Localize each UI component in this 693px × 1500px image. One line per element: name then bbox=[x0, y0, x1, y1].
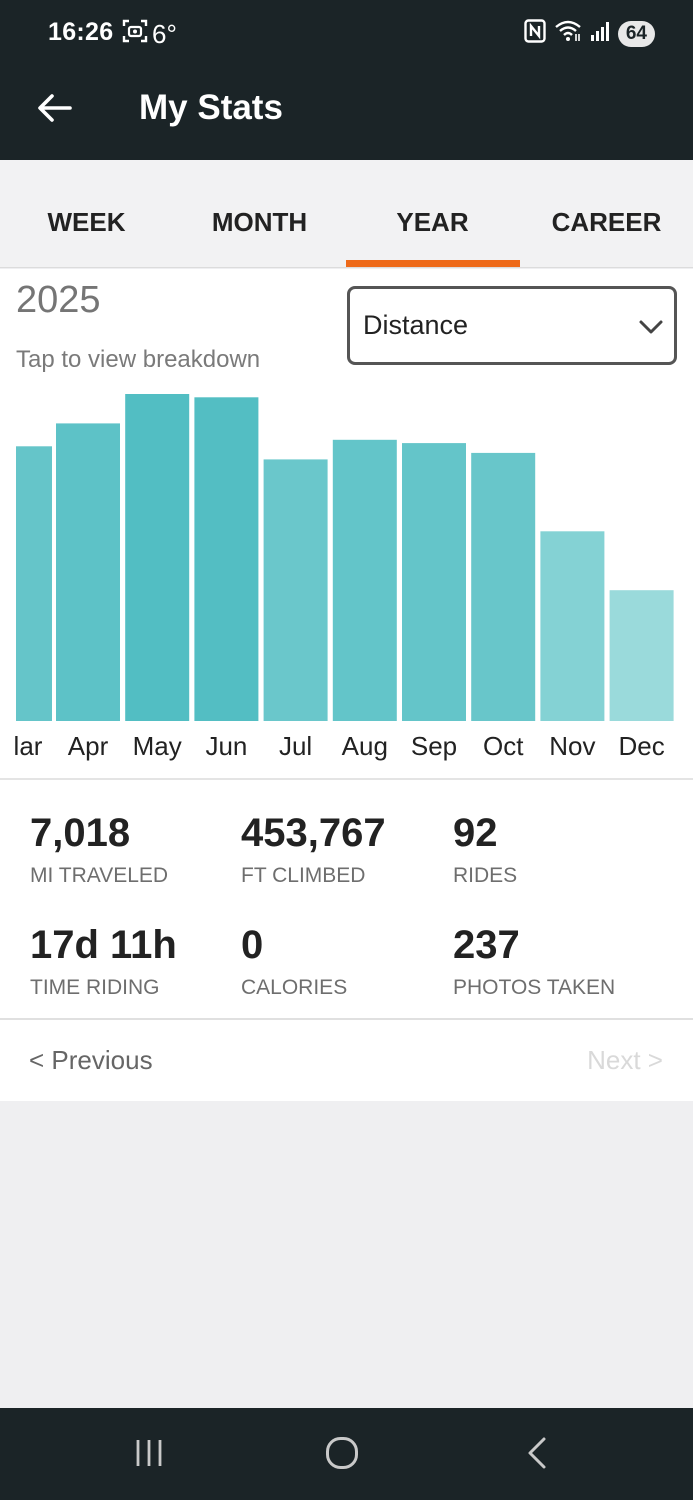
recent-apps-button[interactable] bbox=[119, 1430, 179, 1480]
stat-label: TIME RIDING bbox=[30, 976, 160, 999]
system-nav-bar bbox=[0, 1408, 693, 1500]
back-nav-icon bbox=[525, 1436, 549, 1475]
period-tabs: WEEK MONTH YEAR CAREER bbox=[0, 160, 693, 268]
stat-label: PHOTOS TAKEN bbox=[453, 976, 616, 999]
bar-mar[interactable] bbox=[16, 446, 52, 721]
divider bbox=[0, 1018, 693, 1020]
stat-elevation: 453,767 FT CLIMBED bbox=[241, 810, 386, 888]
tab-year[interactable]: YEAR bbox=[396, 206, 469, 237]
bar-dec[interactable] bbox=[609, 590, 674, 721]
stat-time-riding: 17d 11h TIME RIDING bbox=[30, 922, 177, 1000]
chart-panel: lar Apr May Jun Jul Aug Sep Oct Nov Dec 2025 Tap … bbox=[0, 269, 693, 778]
divider bbox=[0, 778, 693, 780]
nfc-icon bbox=[524, 19, 546, 48]
stat-rides: 92 RIDES bbox=[453, 810, 517, 888]
previous-button[interactable]: < Previous bbox=[29, 1045, 153, 1075]
tick-label-dec: Dec bbox=[618, 731, 664, 761]
tick-label-jul: Jul bbox=[279, 731, 312, 761]
tick-label-may: May bbox=[133, 731, 182, 761]
app-bar: My Stats bbox=[0, 66, 693, 160]
stat-value: 453,767 bbox=[241, 811, 386, 855]
back-button[interactable] bbox=[28, 84, 80, 136]
stats-panel: 7,018 MI TRAVELED 453,767 FT CLIMBED 92 … bbox=[0, 780, 693, 1018]
stat-label: MI TRAVELED bbox=[30, 864, 169, 887]
stat-label: CALORIES bbox=[241, 976, 348, 999]
signal-icon bbox=[590, 20, 610, 47]
metric-dropdown[interactable]: Distance bbox=[347, 286, 677, 365]
status-right-icons: 64 bbox=[524, 19, 655, 48]
bar-aug[interactable] bbox=[332, 439, 397, 721]
stat-value: 237 bbox=[453, 923, 520, 967]
tick-label-nov: Nov bbox=[549, 731, 595, 761]
tick-label-aug: Aug bbox=[342, 731, 388, 761]
tab-month[interactable]: MONTH bbox=[211, 206, 308, 237]
status-temperature: 6° bbox=[152, 18, 177, 49]
tick-label-oct: Oct bbox=[483, 731, 524, 761]
tick-label-apr: Apr bbox=[68, 731, 109, 761]
tab-selected-indicator bbox=[346, 260, 520, 267]
status-time: 16:26 bbox=[48, 18, 114, 46]
arrow-left-icon bbox=[36, 92, 72, 129]
metric-dropdown-value: Distance bbox=[363, 310, 469, 340]
stat-value: 7,018 bbox=[30, 811, 131, 855]
tick-label-mar: lar bbox=[14, 731, 43, 761]
stat-value: 17d 11h bbox=[30, 923, 177, 967]
bar-jun[interactable] bbox=[194, 397, 259, 721]
stat-value: 92 bbox=[453, 811, 498, 855]
next-button[interactable]: Next > bbox=[587, 1045, 663, 1075]
bar-sep[interactable] bbox=[402, 443, 466, 721]
bar-apr[interactable] bbox=[56, 423, 120, 721]
page-title: My Stats bbox=[139, 88, 283, 127]
tab-career[interactable]: CAREER bbox=[551, 206, 662, 237]
bar-jul[interactable] bbox=[263, 459, 328, 721]
stat-distance: 7,018 MI TRAVELED bbox=[30, 810, 168, 888]
status-left-icons: 6° bbox=[122, 18, 177, 49]
distance-bar-chart[interactable]: lar Apr May Jun Jul Aug Sep Oct Nov Dec bbox=[0, 269, 693, 778]
bar-oct[interactable] bbox=[471, 452, 536, 721]
stat-photos: 237 PHOTOS TAKEN bbox=[453, 922, 615, 1000]
recent-apps-icon bbox=[133, 1438, 165, 1473]
system-back-button[interactable] bbox=[507, 1430, 567, 1480]
chart-year: 2025 bbox=[16, 279, 101, 321]
stat-label: RIDES bbox=[453, 864, 518, 887]
status-bar: 16:26 6° bbox=[0, 0, 693, 66]
tick-label-jun: Jun bbox=[205, 731, 247, 761]
bar-may[interactable] bbox=[125, 394, 190, 721]
screenshot-icon bbox=[122, 18, 148, 49]
tab-week[interactable]: WEEK bbox=[47, 206, 126, 237]
bar-nov[interactable] bbox=[540, 531, 605, 721]
stat-calories: 0 CALORIES bbox=[241, 922, 347, 1000]
stat-value: 0 bbox=[241, 923, 264, 967]
breakdown-hint: Tap to view breakdown bbox=[16, 346, 261, 373]
battery-icon: 64 bbox=[617, 20, 655, 47]
tick-label-sep: Sep bbox=[411, 731, 457, 761]
stat-label: FT CLIMBED bbox=[241, 864, 366, 887]
chevron-down-icon bbox=[638, 313, 664, 344]
wifi-icon bbox=[554, 19, 582, 48]
pagination: < Previous Next > bbox=[0, 1020, 693, 1101]
home-icon bbox=[325, 1436, 359, 1475]
home-button[interactable] bbox=[312, 1430, 372, 1480]
